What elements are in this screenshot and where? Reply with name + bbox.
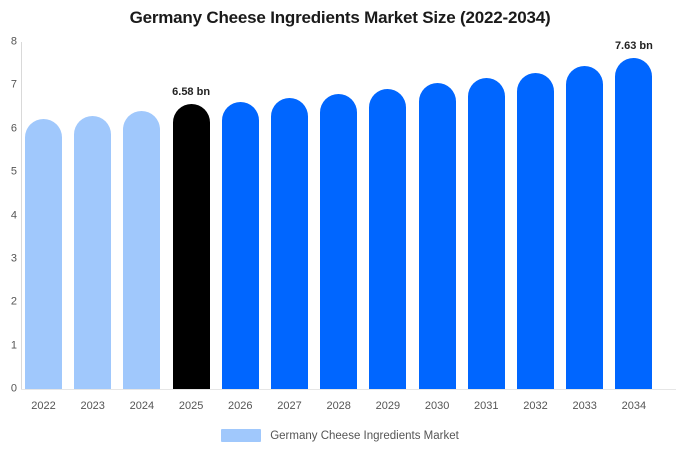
- bar[interactable]: [172, 103, 210, 389]
- bar-group[interactable]: 7.63 bn 2034: [615, 40, 653, 412]
- x-axis-line: [21, 389, 676, 390]
- y-axis-tick-label: 4: [10, 209, 17, 221]
- y-axis-tick-label: 5: [10, 165, 17, 178]
- y-axis-tick-label: 7: [10, 78, 17, 91]
- x-axis-tick-label: 2033: [572, 400, 597, 412]
- x-axis-tick-label: 2031: [474, 400, 499, 412]
- bar-value-label: 7.63 bn: [614, 40, 653, 53]
- bar[interactable]: [25, 119, 62, 389]
- bar-group[interactable]: 2028: [320, 94, 358, 412]
- chart-title: Germany Cheese Ingredients Market Size (…: [129, 8, 551, 27]
- bar[interactable]: [566, 66, 604, 389]
- bar-group[interactable]: 2029: [369, 89, 407, 412]
- bar-group[interactable]: 2024: [123, 110, 161, 412]
- bar-group[interactable]: 2030: [418, 83, 456, 412]
- y-axis-tick-label: 6: [10, 122, 17, 135]
- x-axis-tick-label: 2030: [424, 400, 450, 412]
- x-axis-tick-label: 2029: [375, 400, 401, 412]
- bar[interactable]: [320, 94, 358, 389]
- bar[interactable]: [123, 110, 161, 389]
- bar-group[interactable]: 2023: [74, 115, 112, 412]
- bar[interactable]: [271, 97, 308, 389]
- y-axis-line: [21, 42, 22, 390]
- x-axis-tick-label: 2025: [178, 400, 204, 412]
- bar[interactable]: [74, 115, 112, 389]
- legend-label: Germany Cheese Ingredients Market: [270, 429, 459, 442]
- y-axis-tick-label: 2: [10, 295, 17, 308]
- bar[interactable]: [221, 101, 259, 389]
- y-axis-tick-label: 1: [10, 339, 17, 352]
- y-axis: 8 7 6 5 4 3 2 1 0: [0, 0, 17, 450]
- bar-group[interactable]: 2022: [25, 119, 62, 412]
- bar-group[interactable]: 2026: [221, 101, 259, 412]
- x-axis-tick-label: 2027: [277, 400, 302, 412]
- bar[interactable]: [418, 83, 456, 389]
- bar-group[interactable]: 2032: [517, 72, 554, 412]
- chart-legend: Germany Cheese Ingredients Market: [0, 429, 680, 442]
- bar[interactable]: [615, 58, 653, 389]
- bar-group[interactable]: 2027: [271, 97, 308, 412]
- bar-group[interactable]: 6.58 bn 2025: [172, 86, 210, 412]
- y-axis-tick-label: 0: [10, 382, 17, 395]
- y-axis-tick-label: 3: [10, 252, 17, 265]
- bar-group[interactable]: 2033: [566, 66, 604, 412]
- bar-value-label: 6.58 bn: [172, 85, 211, 98]
- x-axis-tick-label: 2023: [80, 400, 105, 412]
- legend-swatch: [221, 429, 262, 442]
- x-axis-tick-label: 2024: [129, 400, 155, 412]
- bar-group[interactable]: 2031: [467, 78, 505, 412]
- x-axis-tick-label: 2028: [326, 400, 351, 412]
- bar[interactable]: [369, 89, 407, 389]
- x-axis-tick-label: 2034: [621, 400, 647, 412]
- x-axis-tick-label: 2022: [31, 400, 56, 412]
- x-axis-tick-label: 2026: [228, 400, 253, 412]
- x-axis-tick-label: 2032: [523, 400, 548, 412]
- y-axis-tick-label: 8: [10, 35, 17, 48]
- bar[interactable]: [517, 72, 554, 389]
- bar[interactable]: [467, 78, 505, 389]
